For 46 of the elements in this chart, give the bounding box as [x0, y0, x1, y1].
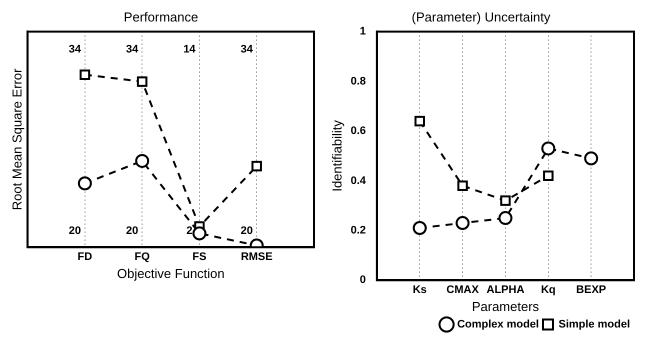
x-tick-label: FQ: [134, 250, 150, 263]
legend-label: Complex model: [457, 318, 539, 331]
x-tick-label: FS: [192, 250, 206, 263]
y-axis-title: Root Mean Square Error: [9, 68, 24, 210]
point: [541, 141, 556, 156]
point: [192, 226, 206, 240]
point: [500, 195, 511, 206]
annotation: 20: [68, 225, 82, 238]
chart-title: (Parameter) Uncertainty: [412, 9, 551, 24]
point: [456, 216, 470, 230]
x-tick-label: FD: [78, 250, 92, 263]
y-tick-label: 0: [360, 274, 366, 286]
x-axis-title: Objective Function: [116, 266, 225, 281]
x-tick-label: CMAX: [446, 284, 480, 296]
point: [251, 160, 262, 172]
annotation: 20: [126, 225, 138, 238]
x-tick-label: Ks: [412, 284, 427, 296]
text: 34: [68, 44, 82, 56]
y-tick-label: 0.6: [350, 125, 366, 138]
x-tick-label: ALPHA: [486, 284, 524, 296]
text: 34: [126, 44, 140, 56]
y-tick-label: 0.8: [350, 75, 366, 88]
legend-label: Simple model: [558, 318, 630, 331]
x-axis-title: Parameters: [472, 298, 540, 314]
text: 34: [240, 44, 254, 56]
point: [498, 211, 512, 226]
y-tick-label: 0.4: [350, 174, 367, 187]
point: [412, 220, 427, 235]
x-tick-label: RMSE: [240, 250, 273, 263]
point: [543, 170, 554, 182]
point: [414, 116, 425, 126]
x-tick-label: BEXP: [576, 284, 606, 296]
y-axis-title: Identifiability: [329, 120, 344, 192]
text: 14: [183, 44, 196, 56]
y-tick-label: 0.2: [350, 224, 366, 237]
y-tick-label: 1: [360, 26, 366, 38]
annotation: 2: [186, 225, 193, 238]
point: [78, 176, 92, 190]
chart-title: Performance: [124, 9, 198, 24]
x-tick-label: Kq: [540, 284, 556, 296]
point: [80, 69, 90, 80]
annotation: 20: [240, 225, 253, 238]
point: [584, 151, 598, 166]
point: [457, 180, 468, 191]
point: [136, 76, 148, 87]
point: [135, 154, 150, 168]
